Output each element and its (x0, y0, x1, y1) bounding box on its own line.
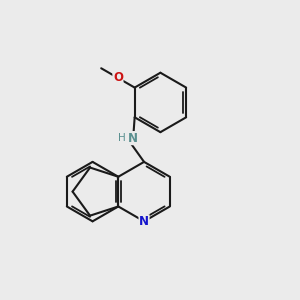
Text: H: H (118, 133, 126, 143)
Text: O: O (113, 71, 123, 84)
Text: N: N (139, 215, 149, 228)
Text: N: N (128, 132, 138, 145)
